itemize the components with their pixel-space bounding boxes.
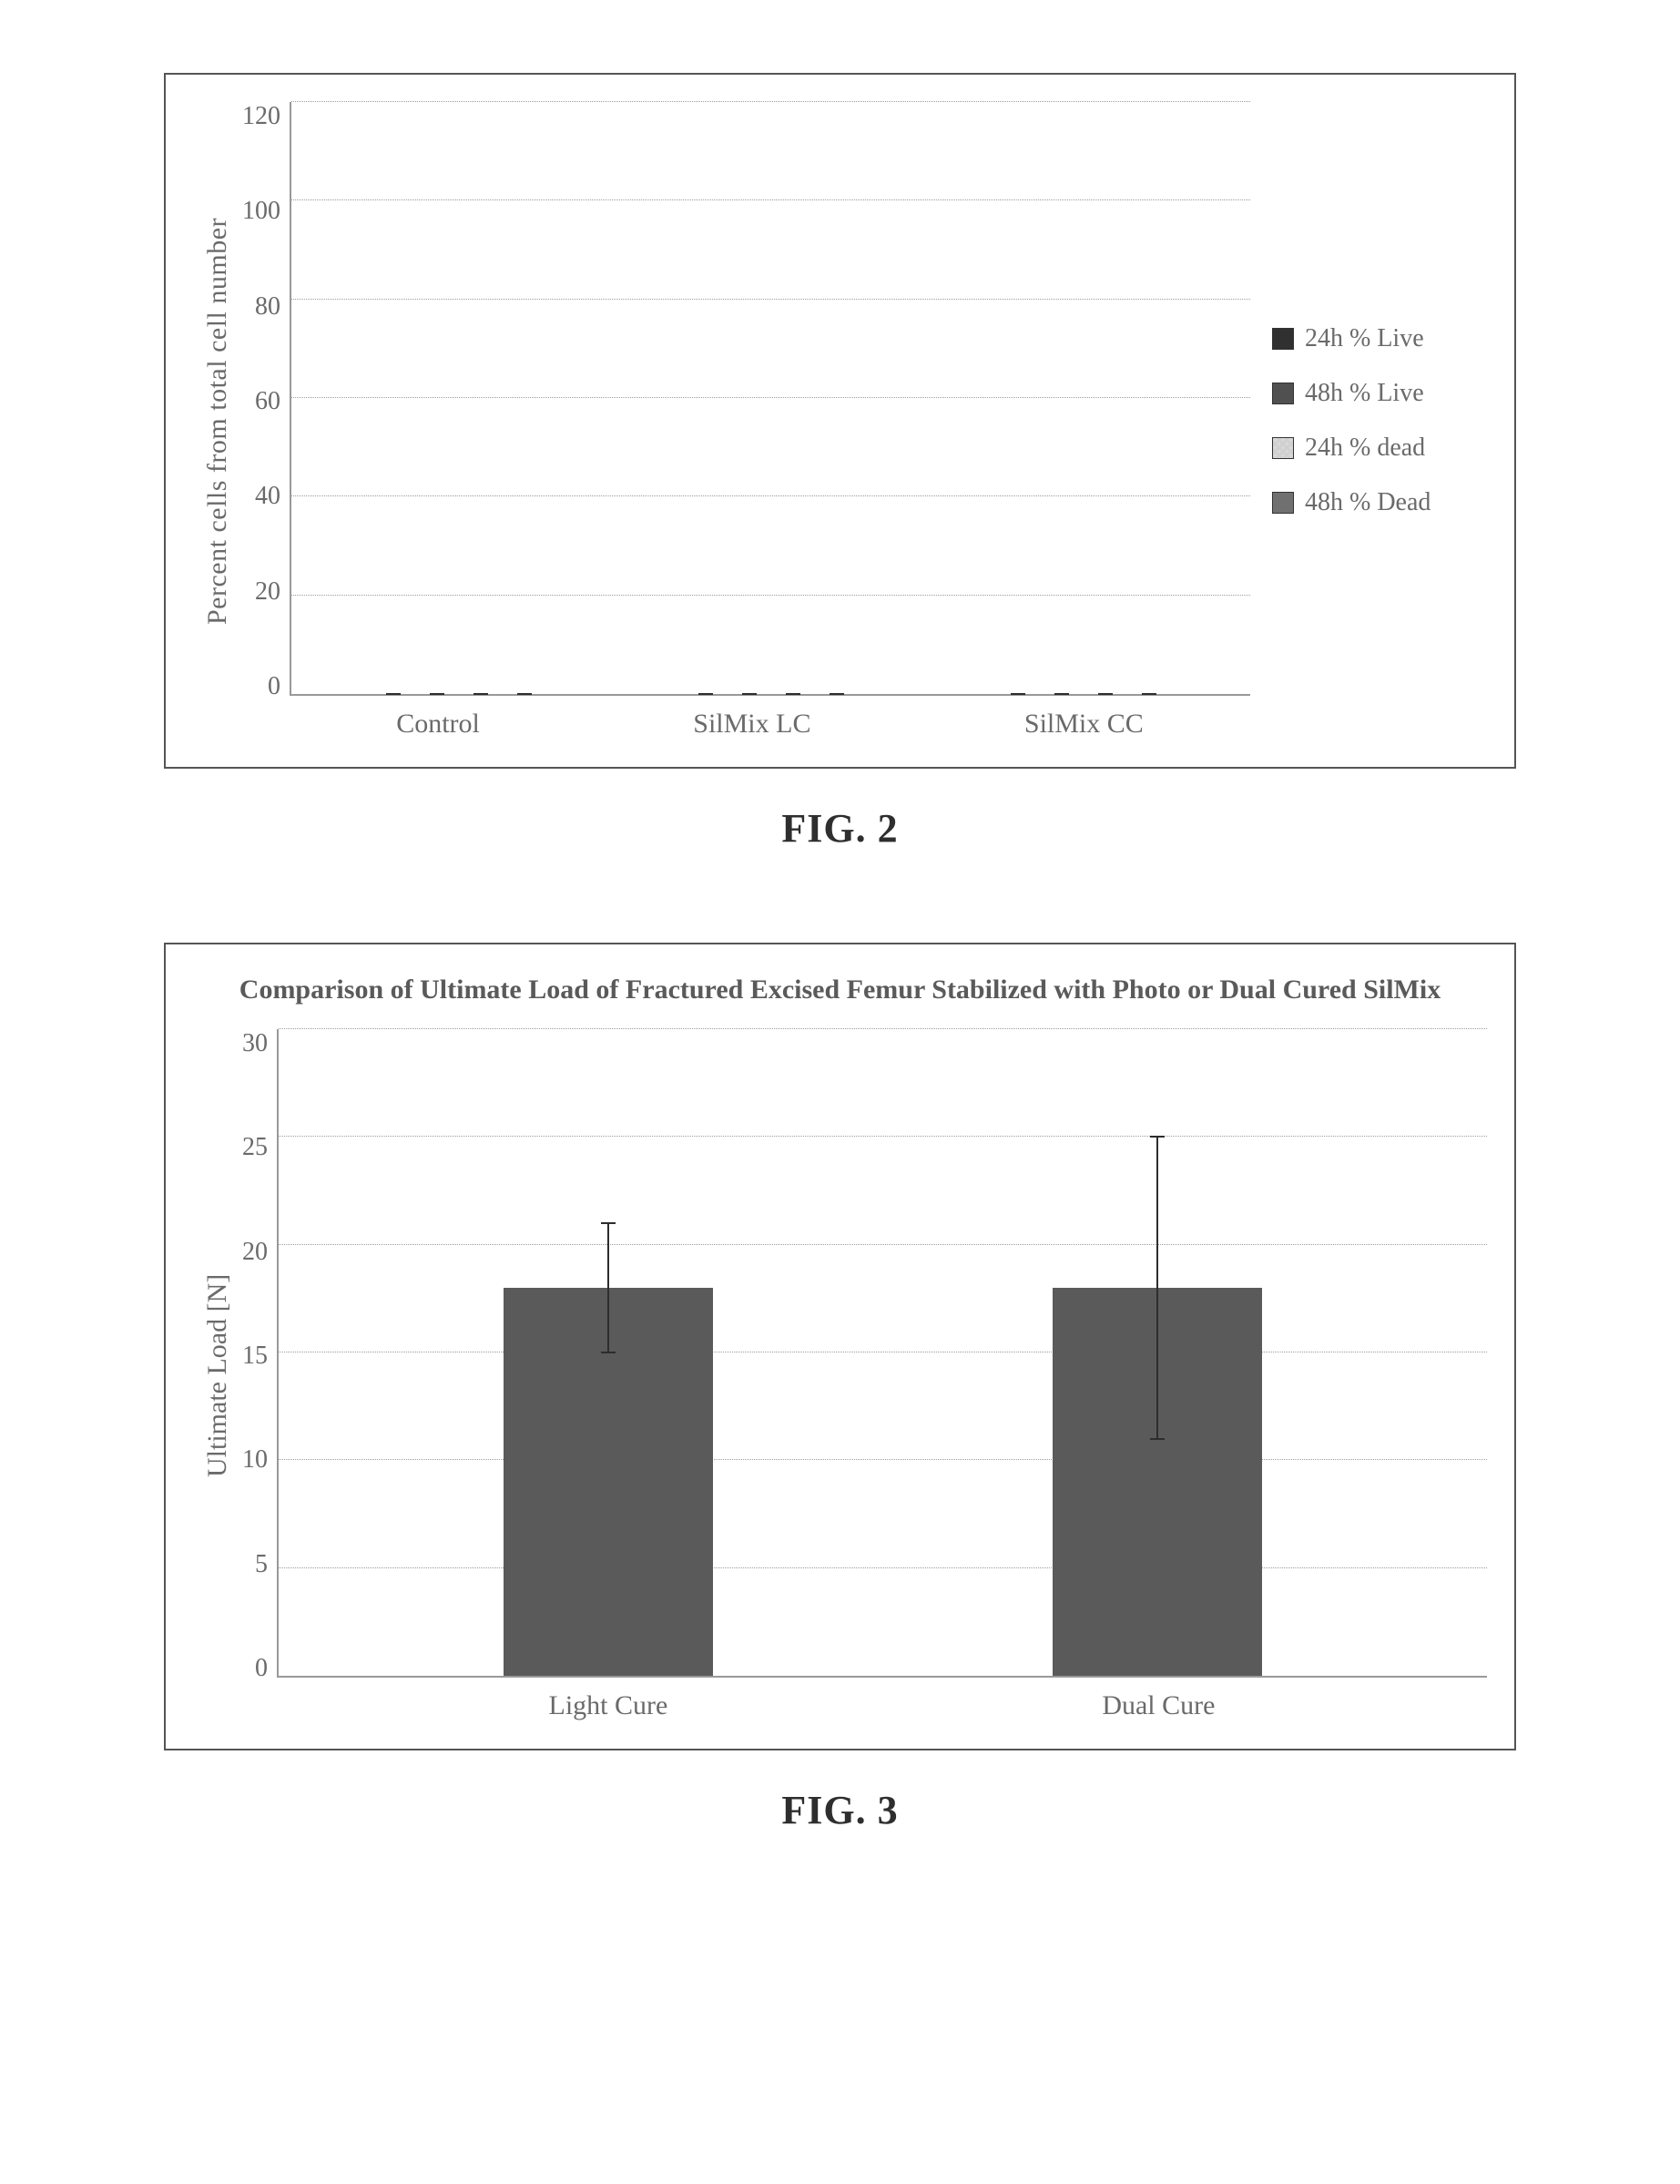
legend-item: 48h % Live [1272, 379, 1487, 408]
figure-3: Comparison of Ultimate Load of Fractured… [164, 943, 1516, 1833]
figure-2: Percent cells from total cell number 120… [164, 73, 1516, 852]
error-bar [607, 1223, 609, 1352]
ytick: 20 [242, 1238, 268, 1267]
fig2-caption: FIG. 2 [164, 805, 1516, 852]
xlabel: Control [396, 709, 480, 740]
xlabel: SilMix LC [693, 709, 810, 740]
ytick: 120 [242, 102, 280, 131]
legend-swatch [1272, 328, 1294, 350]
fig2-chart: Percent cells from total cell number 120… [193, 102, 1487, 740]
bar [504, 1288, 713, 1676]
legend-item: 24h % dead [1272, 434, 1487, 463]
bar [1053, 1288, 1262, 1676]
fig2-xaxis: Control SilMix LC SilMix CC [290, 696, 1250, 740]
legend-label: 48h % Live [1305, 379, 1424, 408]
ytick: 25 [242, 1133, 268, 1162]
ytick: 20 [255, 577, 280, 607]
fig2-yaxis: 120 100 80 60 40 20 0 [242, 102, 290, 740]
ytick: 30 [242, 1029, 268, 1058]
fig2-plot-area [290, 102, 1250, 696]
ytick: 0 [268, 672, 280, 701]
ytick: 40 [255, 482, 280, 511]
fig3-chart: Ultimate Load [N] 30 25 20 15 10 5 0 Light Cur… [193, 1029, 1487, 1721]
fig3-panel: Comparison of Ultimate Load of Fractured… [164, 943, 1516, 1750]
legend-label: 24h % Live [1305, 324, 1424, 353]
fig2-legend: 24h % Live 48h % Live 24h % dead 48h % Dead [1250, 102, 1487, 740]
ytick: 0 [255, 1654, 268, 1683]
legend-item: 24h % Live [1272, 324, 1487, 353]
legend-swatch [1272, 437, 1294, 459]
xlabel: SilMix CC [1024, 709, 1144, 740]
fig3-caption: FIG. 3 [164, 1787, 1516, 1833]
ytick: 15 [242, 1342, 268, 1371]
fig3-title: Comparison of Ultimate Load of Fractured… [193, 972, 1487, 1007]
ytick: 5 [255, 1550, 268, 1579]
legend-item: 48h % Dead [1272, 488, 1487, 517]
error-bar [1156, 1137, 1158, 1438]
fig3-plot-area [277, 1029, 1487, 1678]
bar-groups [291, 102, 1250, 694]
ytick: 60 [255, 387, 280, 416]
legend-label: 48h % Dead [1305, 488, 1431, 517]
ytick: 80 [255, 292, 280, 321]
fig3-yaxis: 30 25 20 15 10 5 0 [242, 1029, 277, 1721]
legend-label: 24h % dead [1305, 434, 1425, 463]
legend-swatch [1272, 383, 1294, 404]
bars [279, 1029, 1487, 1676]
legend-swatch [1272, 492, 1294, 514]
fig2-ylabel: Percent cells from total cell number [193, 102, 242, 740]
fig3-ylabel: Ultimate Load [N] [193, 1029, 242, 1721]
fig2-panel: Percent cells from total cell number 120… [164, 73, 1516, 769]
xlabel: Dual Cure [1102, 1690, 1215, 1721]
fig3-xaxis: Light Cure Dual Cure [277, 1678, 1487, 1721]
ytick: 100 [242, 197, 280, 226]
ytick: 10 [242, 1445, 268, 1475]
xlabel: Light Cure [549, 1690, 668, 1721]
